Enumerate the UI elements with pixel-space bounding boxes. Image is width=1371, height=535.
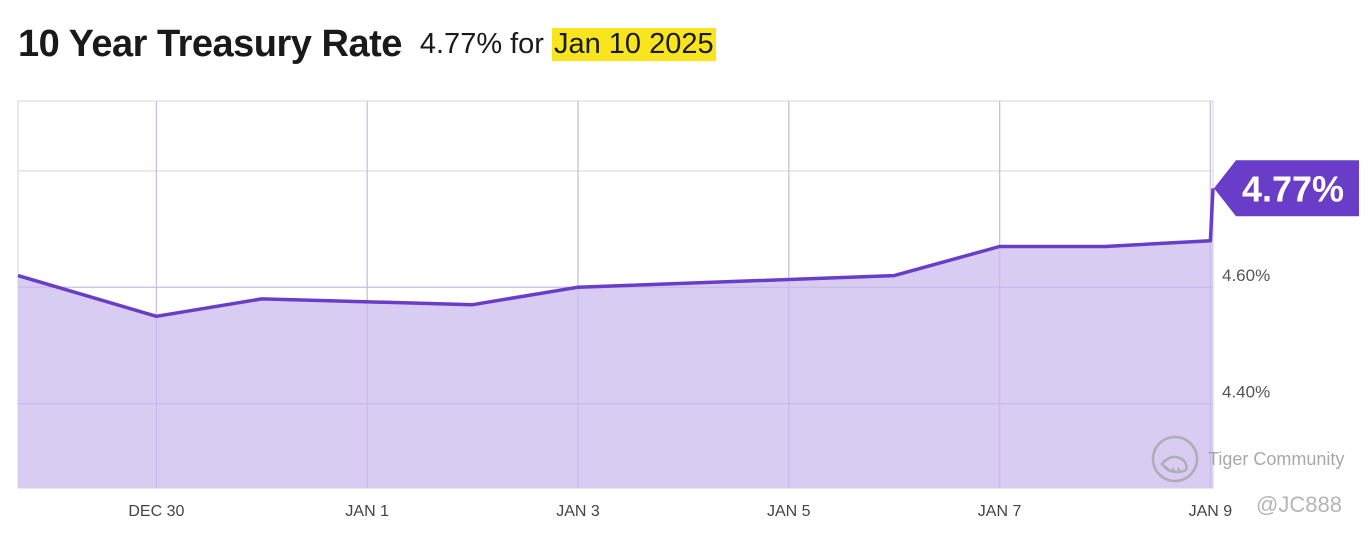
area-fill — [18, 101, 1213, 489]
highlighted-date: Jan 10 2025 — [551, 27, 716, 61]
series-line — [17, 188, 1215, 319]
chart-title: 10 Year Treasury Rate — [18, 22, 402, 65]
rate-line — [17, 188, 1215, 319]
y-axis-ticks: 4.60% 4.40% — [1222, 266, 1270, 401]
x-tick-label: JAN 3 — [556, 503, 600, 520]
badge-value: 4.77% — [1242, 168, 1344, 209]
x-tick-label: JAN 1 — [345, 503, 389, 520]
tiger-logo-icon — [1151, 435, 1199, 483]
for-label: for — [510, 27, 544, 60]
author-handle: @JC888 — [1256, 492, 1342, 517]
y-tick-label: 4.40% — [1222, 383, 1270, 402]
x-tick-label: JAN 7 — [978, 503, 1022, 520]
x-tick-label: DEC 30 — [128, 503, 184, 520]
chart-header: 10 Year Treasury Rate 4.77% for Jan 10 2… — [18, 18, 716, 70]
x-axis-ticks: DEC 30 JAN 1 JAN 3 JAN 5 JAN 7 JAN 9 — [128, 503, 1232, 520]
area-shape — [18, 188, 1213, 489]
watermark: Tiger Community — [1150, 434, 1344, 484]
watermark-text: Tiger Community — [1208, 448, 1345, 469]
current-rate-value: 4.77% — [419, 27, 503, 60]
last-value-badge: 4.77% — [1214, 160, 1359, 217]
x-tick-label: JAN 5 — [767, 503, 811, 520]
y-tick-label: 4.60% — [1222, 266, 1270, 285]
x-tick-label: JAN 9 — [1189, 503, 1233, 520]
badge-shape — [1214, 160, 1359, 217]
